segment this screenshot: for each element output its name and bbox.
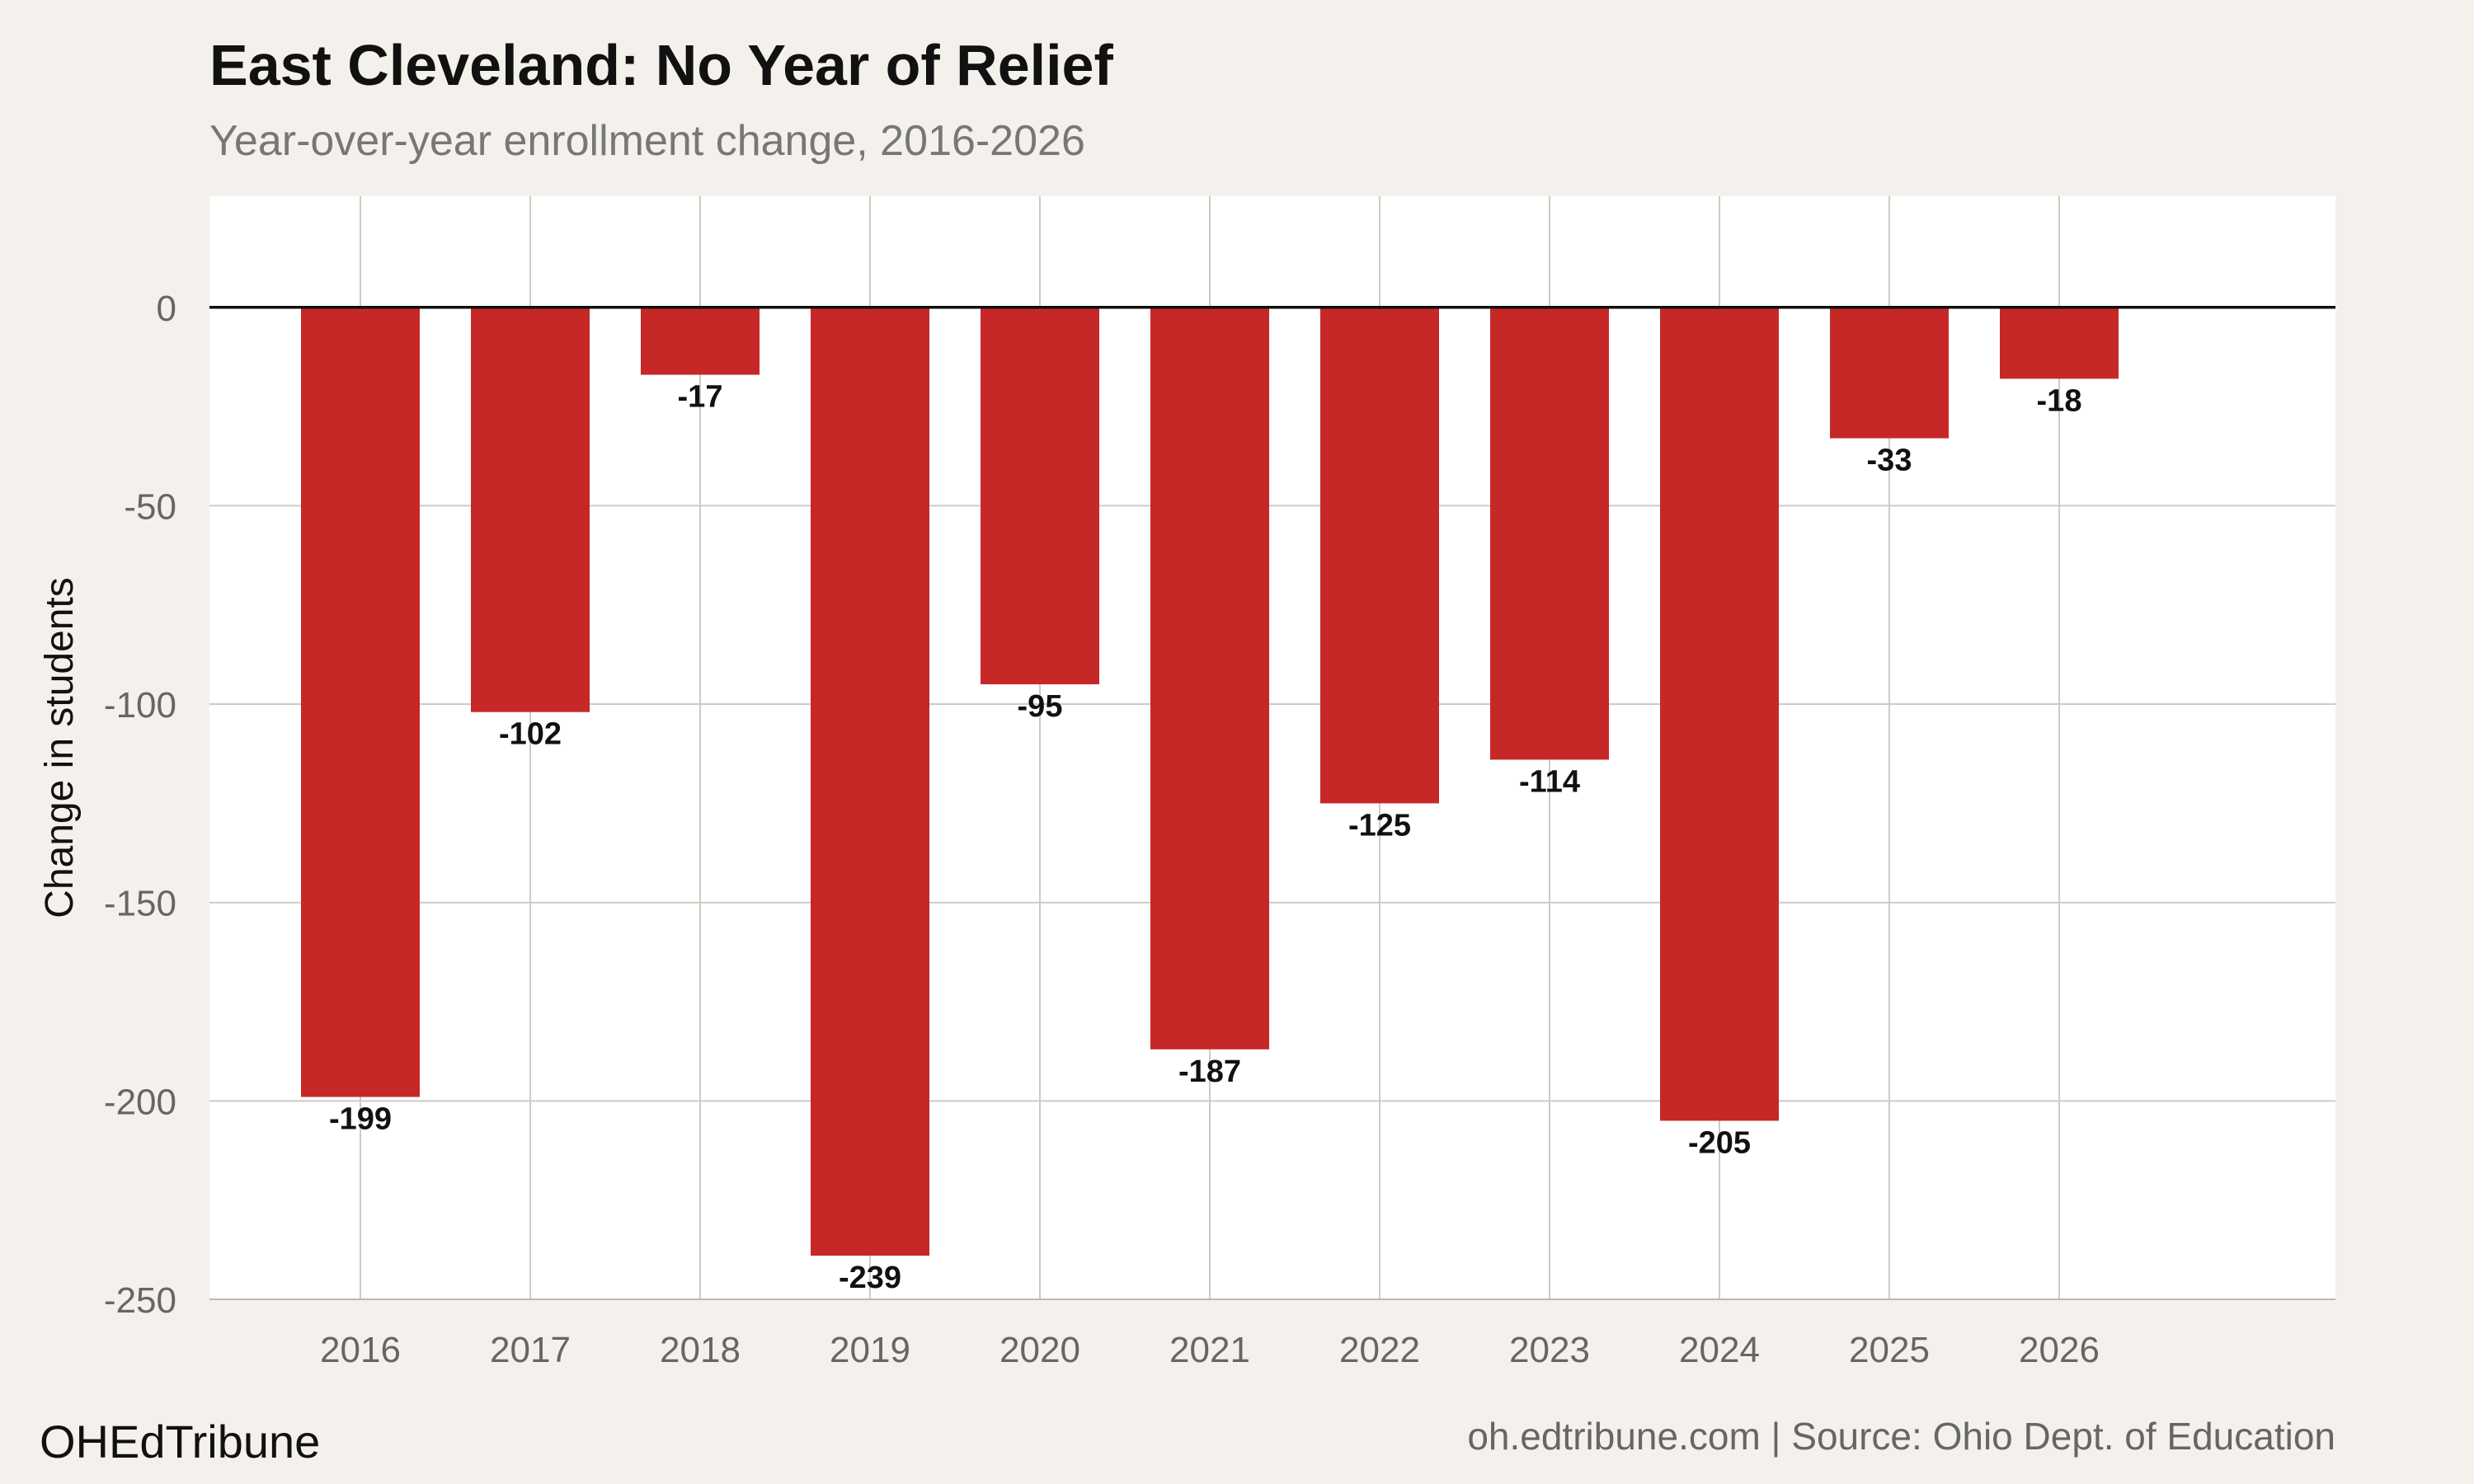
bar-2024 [1660, 307, 1779, 1121]
data-label: -239 [839, 1261, 901, 1295]
x-tick-label: 2022 [1339, 1330, 1420, 1370]
y-axis-label: Change in students [38, 577, 82, 918]
x-tick-label: 2024 [1679, 1330, 1760, 1370]
data-label: -18 [2037, 383, 2082, 418]
brand-logo-text: OHEdTribune [40, 1416, 320, 1468]
bar-2018 [641, 307, 760, 375]
y-tick-label: -100 [104, 685, 176, 726]
data-label: -17 [678, 380, 723, 415]
x-axis-ticks: 2016 2017 2018 2019 2020 2021 2022 2023 2024 2025… [320, 1330, 2100, 1370]
data-label: -33 [1867, 444, 1912, 478]
y-tick-label: -200 [104, 1082, 176, 1122]
y-tick-label: 0 [157, 289, 176, 329]
bar-2023 [1490, 307, 1609, 760]
data-label: -205 [1688, 1125, 1751, 1160]
y-tick-label: -50 [124, 486, 176, 527]
y-tick-label: -250 [104, 1280, 176, 1321]
data-label: -187 [1178, 1054, 1241, 1089]
y-axis-ticks: 0 -50 -100 -150 -200 -250 [104, 289, 176, 1321]
x-tick-label: 2021 [1169, 1330, 1250, 1370]
bar-2017 [471, 307, 590, 712]
x-tick-label: 2023 [1509, 1330, 1590, 1370]
bar-2025 [1830, 307, 1949, 439]
bar-2016 [301, 307, 420, 1097]
bar-2022 [1320, 307, 1439, 804]
x-tick-label: 2017 [490, 1330, 571, 1370]
bar-2026 [2000, 307, 2119, 379]
chart-subtitle: Year-over-year enrollment change, 2016-2… [209, 117, 1085, 165]
x-tick-label: 2025 [1849, 1330, 1930, 1370]
bars [301, 307, 2119, 1256]
data-label: -95 [1018, 689, 1063, 724]
data-label: -102 [499, 717, 562, 752]
bar-2021 [1150, 307, 1269, 1050]
bar-2020 [981, 307, 1099, 684]
data-label: -199 [329, 1102, 392, 1137]
bar-2019 [811, 307, 929, 1256]
x-tick-label: 2026 [2019, 1330, 2100, 1370]
data-labels: -199 -102 -17 -239 -95 -187 -125 -114 -205 -33 -18 [329, 380, 2081, 1295]
x-tick-label: 2016 [320, 1330, 401, 1370]
y-tick-label: -150 [104, 884, 176, 924]
x-tick-label: 2019 [830, 1330, 910, 1370]
x-tick-label: 2018 [660, 1330, 741, 1370]
chart-title: East Cleveland: No Year of Relief [209, 33, 1113, 97]
data-label: -114 [1519, 764, 1580, 799]
data-label: -125 [1348, 808, 1411, 843]
x-tick-label: 2020 [999, 1330, 1080, 1370]
source-credit: oh.edtribune.com | Source: Ohio Dept. of… [1467, 1415, 2335, 1458]
